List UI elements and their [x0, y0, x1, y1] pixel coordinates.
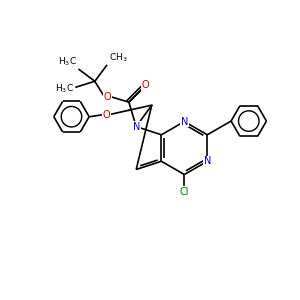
- Text: O: O: [142, 80, 149, 90]
- Text: H$_3$C: H$_3$C: [55, 83, 74, 95]
- Text: N: N: [181, 116, 188, 127]
- Text: N: N: [204, 156, 211, 166]
- Text: N: N: [133, 122, 140, 132]
- Text: H$_3$C: H$_3$C: [58, 55, 77, 68]
- Text: O: O: [103, 92, 111, 101]
- Text: Cl: Cl: [180, 187, 189, 197]
- Text: CH$_3$: CH$_3$: [109, 51, 127, 64]
- Text: O: O: [103, 110, 110, 119]
